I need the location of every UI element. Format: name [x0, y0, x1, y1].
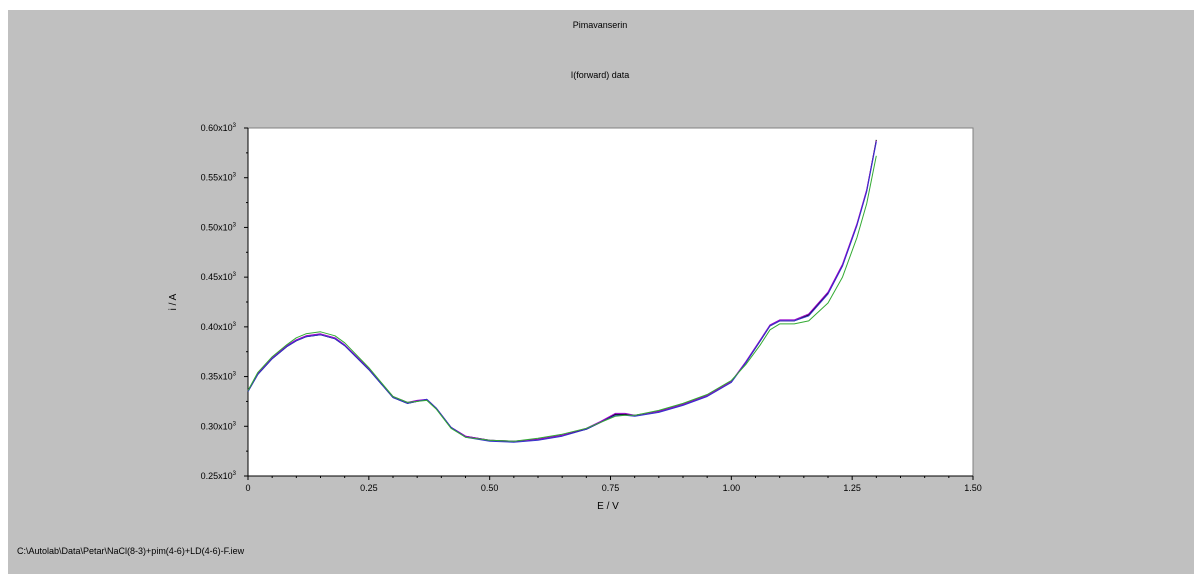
file-path-label: C:\Autolab\Data\Petar\NaCl(8-3)+pim(4-6)… — [17, 546, 245, 556]
plot-area — [247, 127, 974, 477]
x-tick-label: 0.50 — [481, 483, 499, 493]
y-tick-label: 0.30x103 — [201, 421, 237, 431]
series-line-3 — [247, 141, 877, 443]
y-tick-label: 0.25x103 — [201, 471, 237, 481]
x-tick-label: 0 — [245, 483, 250, 493]
series-line-4 — [247, 155, 877, 442]
y-axis: 0.25x103 0.30x103 0.35x103 0.40x103 0.45x103… — [201, 123, 249, 481]
x-axis: 0 0.25 0.50 0.75 1.00 1.25 1.50 — [245, 475, 982, 493]
x-tick-label: 0.25 — [360, 483, 378, 493]
y-tick-label: 0.60x103 — [201, 123, 237, 133]
chart-title: Pimavanserin — [573, 20, 628, 30]
y-tick-label: 0.55x103 — [201, 173, 237, 183]
x-axis-label: E / V — [597, 501, 619, 512]
y-tick-label: 0.45x103 — [201, 272, 237, 282]
series-lines — [247, 139, 877, 443]
x-tick-label: 0.75 — [602, 483, 620, 493]
x-tick-label: 1.25 — [843, 483, 861, 493]
chart-subtitle: I(forward) data — [571, 70, 630, 80]
y-tick-label: 0.35x103 — [201, 372, 237, 382]
x-tick-label: 1.50 — [964, 483, 982, 493]
y-tick-label: 0.50x103 — [201, 222, 237, 232]
y-tick-label: 0.40x103 — [201, 322, 237, 332]
y-axis-label: i / A — [168, 293, 179, 310]
series-line-2 — [247, 140, 877, 442]
x-tick-label: 1.00 — [723, 483, 741, 493]
